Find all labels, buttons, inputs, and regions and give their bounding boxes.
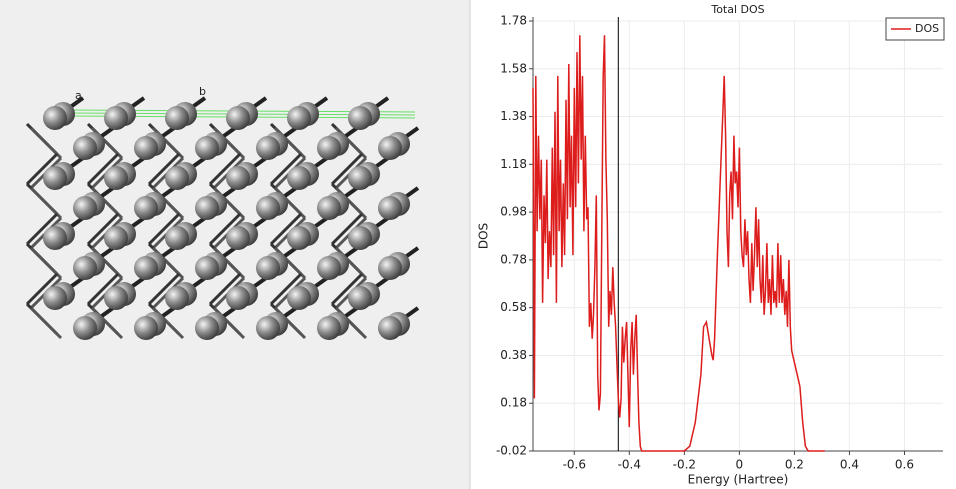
y-tick-label: 1.58 — [500, 61, 527, 75]
bond — [86, 272, 120, 306]
bond — [208, 152, 242, 186]
bond — [29, 186, 63, 220]
bond — [330, 212, 364, 246]
bond — [147, 272, 181, 306]
y-tick-label: 0.38 — [500, 348, 527, 362]
x-tick-label: 0.2 — [785, 458, 804, 472]
x-tick-label: 0.4 — [840, 458, 859, 472]
atom — [378, 316, 402, 340]
atom — [317, 316, 341, 340]
atom — [195, 316, 219, 340]
bond — [330, 272, 364, 306]
bond — [147, 212, 181, 246]
legend-label: DOS — [915, 22, 939, 35]
atom — [256, 256, 280, 280]
y-tick-label: 1.38 — [500, 109, 527, 123]
bond — [147, 152, 181, 186]
atom — [165, 166, 189, 190]
atom — [165, 226, 189, 250]
atom — [226, 286, 250, 310]
atom — [134, 316, 158, 340]
bond — [86, 152, 120, 186]
y-tick-label: -0.02 — [496, 444, 527, 458]
y-tick-label: 0.98 — [500, 205, 527, 219]
bond — [29, 306, 63, 340]
atom — [287, 226, 311, 250]
bond — [25, 212, 59, 246]
legend-box — [885, 17, 945, 41]
bond — [25, 152, 59, 186]
atom — [226, 226, 250, 250]
atom — [43, 286, 67, 310]
atom — [317, 256, 341, 280]
atom — [348, 286, 372, 310]
x-axis-label: Energy (Hartree) — [688, 473, 789, 487]
atom — [317, 136, 341, 160]
atom — [287, 286, 311, 310]
atom — [43, 106, 67, 130]
atom — [348, 106, 372, 130]
bond — [269, 212, 303, 246]
dos-line — [532, 35, 825, 452]
atom — [256, 196, 280, 220]
atom — [43, 166, 67, 190]
y-tick-label: 0.78 — [500, 252, 527, 266]
atom — [165, 106, 189, 130]
axis-label-a: a — [75, 89, 82, 102]
atom — [73, 196, 97, 220]
atom — [226, 106, 250, 130]
atom — [165, 286, 189, 310]
atom — [104, 226, 128, 250]
atom — [43, 226, 67, 250]
bond — [208, 212, 242, 246]
chart-title: Total DOS — [710, 3, 764, 16]
bond — [29, 126, 63, 160]
axis-label-b: b — [199, 85, 206, 98]
bond — [269, 152, 303, 186]
atom — [348, 226, 372, 250]
atom — [73, 316, 97, 340]
x-tick-label: -0.2 — [673, 458, 696, 472]
chart: Total DOS Energy (Hartree) DOS -0.02 0.18… — [477, 3, 945, 487]
atom — [104, 106, 128, 130]
atom — [134, 196, 158, 220]
atom — [256, 136, 280, 160]
atom — [317, 196, 341, 220]
y-tick-label: 0.58 — [500, 300, 527, 314]
atom — [348, 166, 372, 190]
bond — [208, 272, 242, 306]
atom — [73, 136, 97, 160]
atom — [195, 136, 219, 160]
y-tick-label: 1.18 — [500, 157, 527, 171]
bond — [86, 212, 120, 246]
atom — [104, 166, 128, 190]
y-axis-label: DOS — [477, 223, 491, 249]
x-tick-label: -0.4 — [618, 458, 641, 472]
atom — [378, 136, 402, 160]
x-tick-label: -0.6 — [563, 458, 586, 472]
bond — [330, 152, 364, 186]
atom — [195, 256, 219, 280]
y-tick-label: 0.18 — [500, 396, 527, 410]
bond — [25, 272, 59, 306]
x-tick-label: 0 — [736, 458, 744, 472]
atom — [378, 256, 402, 280]
atom — [287, 166, 311, 190]
atom — [195, 196, 219, 220]
atom — [226, 166, 250, 190]
bond — [269, 272, 303, 306]
atom — [256, 316, 280, 340]
atom — [73, 256, 97, 280]
molecule — [25, 96, 420, 340]
y-tick-label: 1.78 — [500, 14, 527, 28]
atom — [134, 256, 158, 280]
atom — [104, 286, 128, 310]
atom — [287, 106, 311, 130]
atom — [134, 136, 158, 160]
atom — [378, 196, 402, 220]
x-tick-label: 0.6 — [895, 458, 914, 472]
